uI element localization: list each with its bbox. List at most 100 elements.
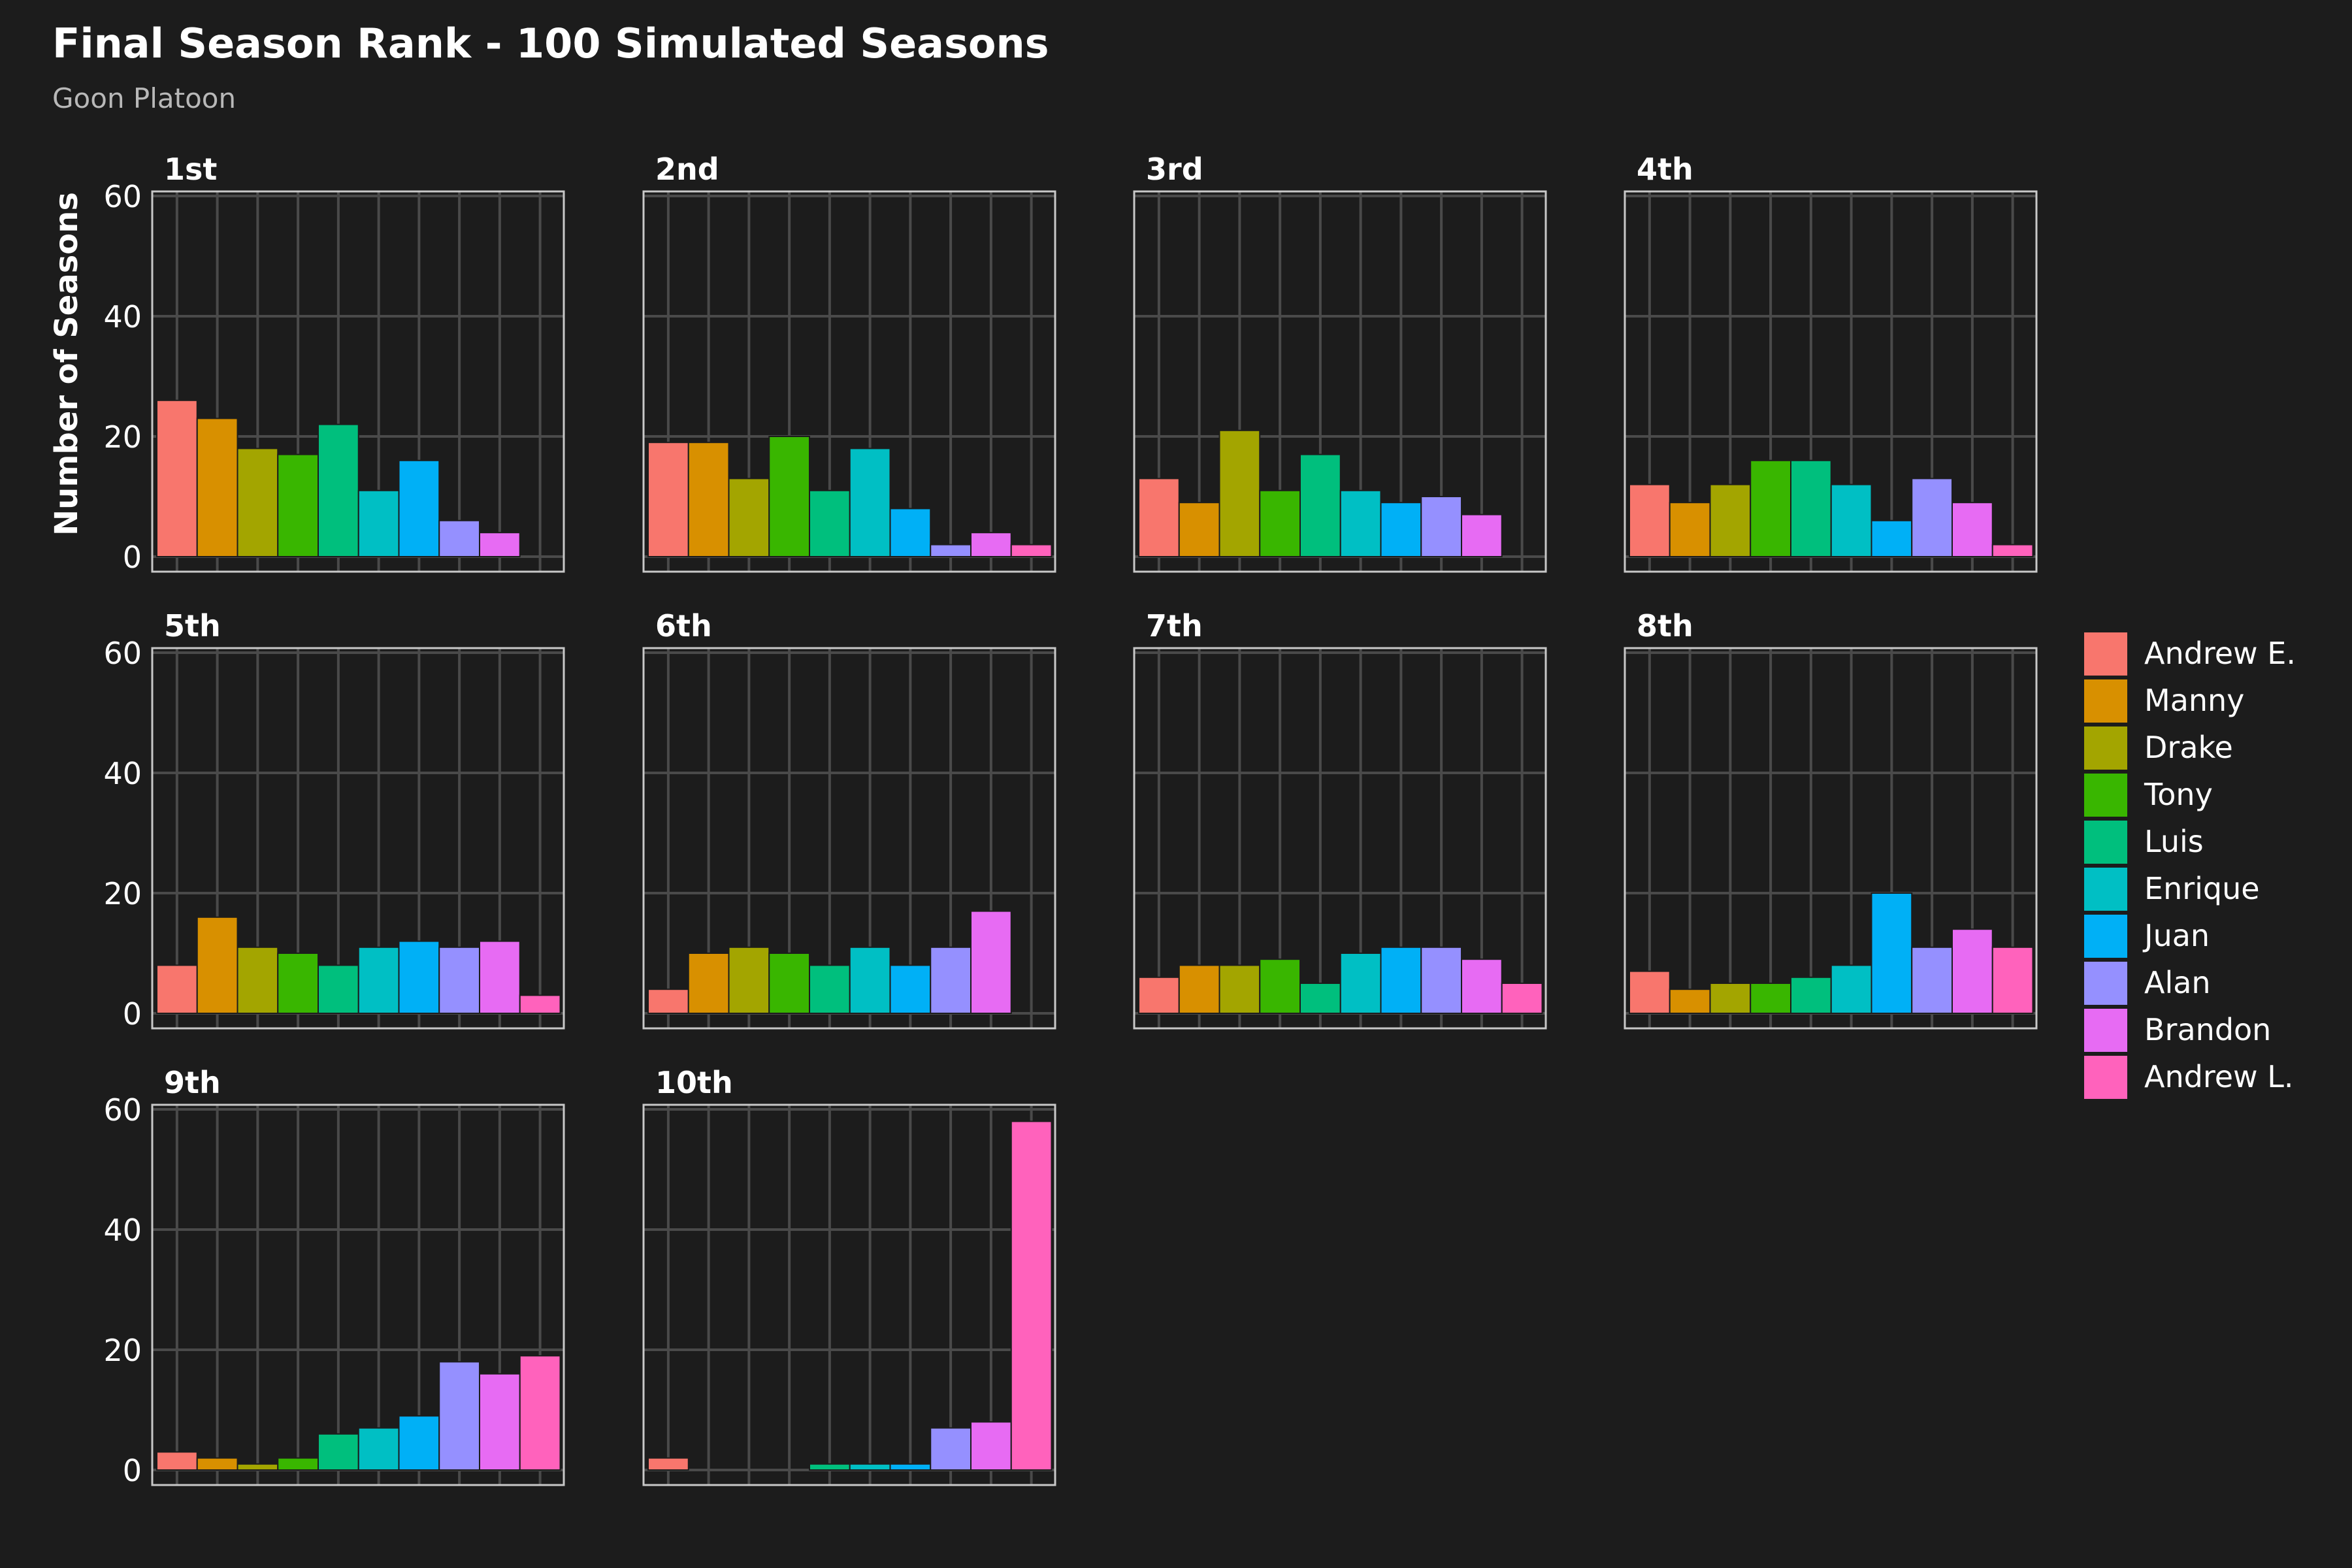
panel-border (151, 647, 565, 1030)
bar-5th-enrique (357, 946, 400, 1015)
bar-6th-brandon (970, 910, 1012, 1014)
legend-label: Manny (2144, 683, 2244, 718)
facet-panel-9th: 9th 0 20 40 60 (103, 1065, 565, 1488)
bar-7th-andrewl (1501, 983, 1543, 1014)
bar-2nd-tony (768, 436, 810, 557)
bar-4th-tony (1750, 459, 1791, 557)
panel-border (642, 1103, 1056, 1486)
y-axis-label: Number of Seasons (48, 192, 85, 536)
bar-4th-andrewe (1629, 483, 1671, 557)
bar-1st-luis (318, 423, 359, 557)
bar-8th-manny (1669, 988, 1711, 1014)
bar-4th-alan (1911, 478, 1953, 558)
bar-6th-alan (930, 946, 972, 1015)
y-tick-label: 60 (103, 179, 142, 214)
bar-1st-andrewe (156, 399, 198, 557)
bar-8th-alan (1911, 946, 1953, 1015)
panel-border (151, 1103, 565, 1486)
legend-label: Enrique (2144, 871, 2260, 906)
y-tick-label: 20 (103, 1333, 142, 1368)
bar-8th-brandon (1952, 928, 1993, 1014)
legend-swatch (2084, 915, 2127, 958)
panel-border (1133, 647, 1547, 1030)
bar-4th-juan (1870, 519, 1913, 557)
legend-swatch (2084, 632, 2127, 676)
bar-8th-juan (1870, 892, 1913, 1014)
bar-5th-alan (438, 946, 480, 1015)
bar-7th-drake (1218, 964, 1261, 1015)
facet-label: 2nd (655, 152, 719, 187)
bar-6th-enrique (849, 946, 891, 1015)
bar-2nd-andrewe (647, 442, 689, 558)
bar-8th-luis (1790, 976, 1832, 1015)
bar-2nd-juan (889, 508, 932, 558)
bar-1st-manny (196, 417, 238, 558)
facet-label: 3rd (1146, 152, 1203, 187)
legend-label: Brandon (2144, 1012, 2271, 1047)
facet-label: 1st (164, 152, 217, 187)
bar-5th-andrewl (519, 994, 561, 1015)
bar-4th-drake (1709, 483, 1752, 557)
facet-panel-3rd: 3rd (1133, 152, 1547, 573)
bar-10th-luis (809, 1463, 851, 1471)
bar-3rd-brandon (1461, 514, 1503, 557)
bar-1st-drake (237, 448, 279, 558)
bar-2nd-enrique (849, 448, 891, 558)
bar-10th-alan (930, 1427, 972, 1471)
bar-2nd-brandon (970, 532, 1012, 558)
y-tick-label: 0 (123, 996, 142, 1032)
bar-1st-enrique (357, 489, 400, 557)
facet-label: 7th (1146, 608, 1203, 644)
y-tick-label: 60 (103, 636, 142, 671)
panel-border (642, 647, 1056, 1030)
legend-label: Andrew L. (2144, 1059, 2294, 1094)
facet-panel-4th: 4th (1624, 152, 2038, 573)
legend-label: Alan (2144, 965, 2211, 1000)
bar-9th-brandon (479, 1373, 521, 1471)
y-tick-label: 40 (103, 299, 142, 335)
bar-1st-brandon (479, 532, 521, 558)
bar-6th-manny (687, 953, 730, 1014)
bar-6th-tony (768, 953, 810, 1014)
bar-7th-andrewe (1138, 976, 1180, 1015)
bar-5th-luis (318, 964, 359, 1015)
y-tick-label: 40 (103, 756, 142, 791)
bar-9th-luis (318, 1433, 359, 1471)
bar-3rd-drake (1218, 429, 1261, 557)
bar-5th-tony (277, 953, 319, 1014)
bar-9th-juan (398, 1415, 440, 1471)
bar-5th-brandon (479, 940, 521, 1014)
bar-1st-alan (438, 519, 480, 557)
bar-9th-alan (438, 1361, 480, 1471)
facet-label: 8th (1637, 608, 1693, 644)
bar-7th-alan (1420, 946, 1462, 1015)
facet-panel-6th: 6th (642, 608, 1056, 1030)
bar-10th-enrique (849, 1463, 891, 1471)
facet-label: 9th (164, 1065, 221, 1100)
bar-7th-luis (1299, 983, 1341, 1014)
y-tick-label: 0 (123, 1453, 142, 1488)
bar-2nd-alan (930, 544, 972, 557)
facet-panel-8th: 8th (1624, 608, 2038, 1030)
y-tick-label: 20 (103, 419, 142, 455)
bar-6th-juan (889, 964, 932, 1015)
bar-7th-manny (1178, 964, 1220, 1015)
bar-8th-drake (1709, 983, 1752, 1014)
bar-1st-tony (277, 453, 319, 557)
y-tick-label: 20 (103, 876, 142, 911)
facet-panel-5th: 5th 0 20 40 60 (103, 608, 565, 1032)
bar-3rd-tony (1259, 489, 1301, 557)
bar-4th-enrique (1830, 483, 1872, 557)
bar-7th-brandon (1461, 958, 1503, 1014)
facet-label: 6th (655, 608, 712, 644)
legend-label: Juan (2142, 918, 2210, 953)
legend: Andrew E. Manny Drake Tony Luis Enrique Juan Al… (2084, 632, 2296, 1099)
panel-border (1624, 190, 2038, 573)
panel-border (151, 190, 565, 573)
bar-1st-juan (398, 459, 440, 557)
bar-4th-brandon (1952, 502, 1993, 558)
legend-label: Drake (2144, 730, 2233, 765)
bar-5th-juan (398, 940, 440, 1014)
